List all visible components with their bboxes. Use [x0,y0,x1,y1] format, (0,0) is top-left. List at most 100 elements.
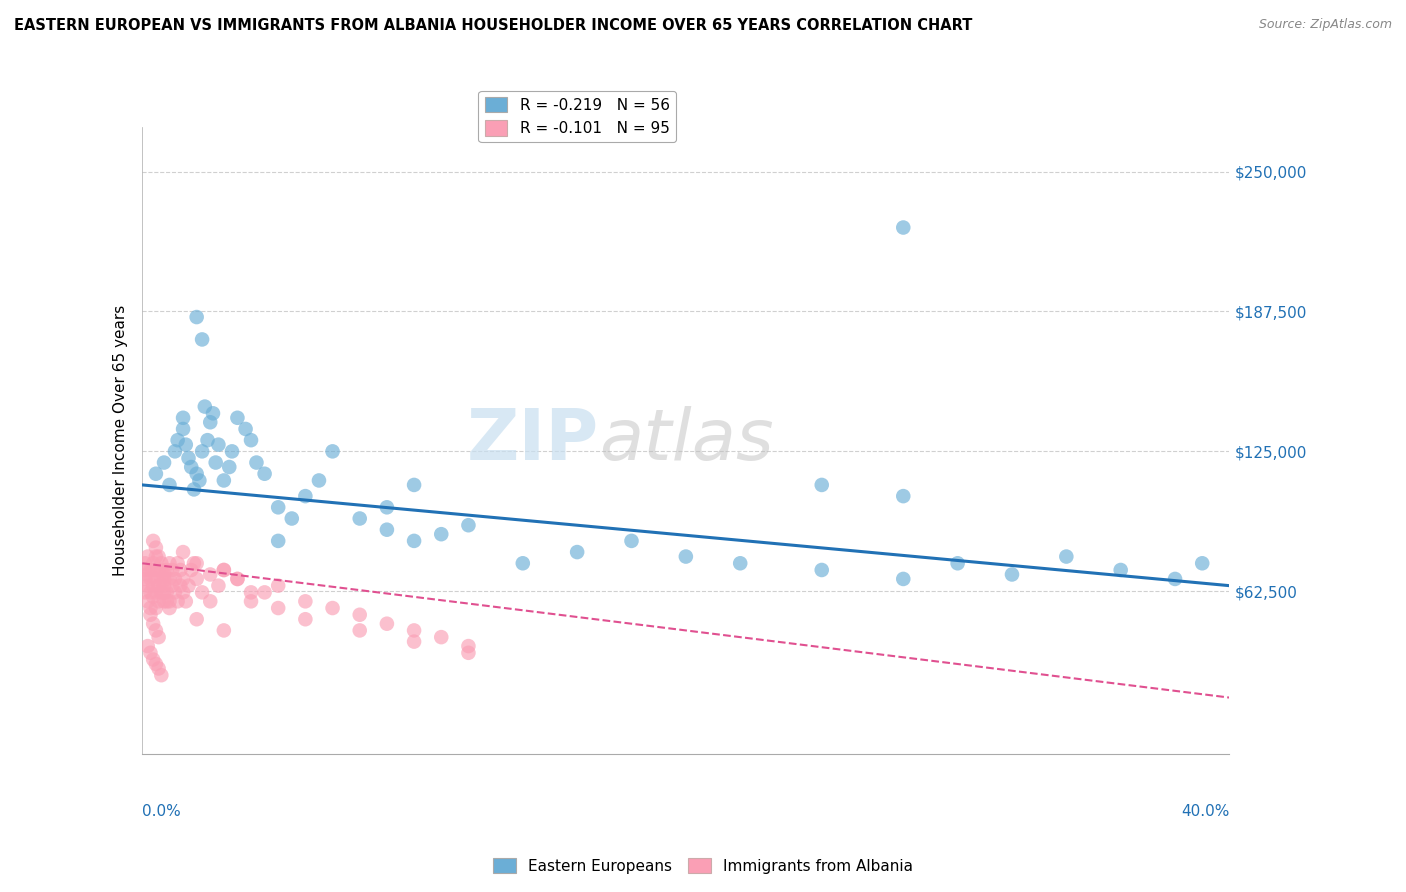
Point [375,523,398,537]
Point [226,572,249,586]
Point [153,572,176,586]
Point [166,556,188,570]
Point [1109,563,1132,577]
Point [620,533,643,548]
Point [172,410,194,425]
Point [191,333,214,347]
Point [139,572,162,586]
Point [134,556,156,570]
Point [159,572,181,586]
Point [267,533,290,548]
Point [177,579,200,593]
Point [1164,572,1187,586]
Point [294,594,316,608]
Point [226,410,249,425]
Point [156,594,179,608]
Point [810,478,832,492]
Point [322,444,344,458]
Point [201,406,224,420]
Point [145,601,167,615]
Point [136,567,159,582]
Point [142,590,165,604]
Point [150,556,173,570]
Text: Source: ZipAtlas.com: Source: ZipAtlas.com [1258,18,1392,31]
Point [294,489,316,503]
Point [212,474,235,488]
Point [810,563,832,577]
Point [946,556,969,570]
Point [186,310,208,324]
Point [197,433,219,447]
Point [148,661,170,675]
Legend: R = -0.219   N = 56, R = -0.101   N = 95: R = -0.219 N = 56, R = -0.101 N = 95 [478,91,676,143]
Point [226,572,249,586]
Point [1001,567,1024,582]
Point [349,511,371,525]
Point [136,549,159,564]
Point [191,444,214,458]
Point [150,668,173,682]
Point [153,594,176,608]
Point [207,437,229,451]
Point [139,607,162,622]
Point [200,415,222,429]
Point [160,563,183,577]
Point [308,474,330,488]
Point [145,467,167,481]
Point [148,579,170,593]
Text: ZIP: ZIP [467,406,599,475]
Point [139,563,162,577]
Point [145,541,167,555]
Point [207,579,229,593]
Point [172,572,194,586]
Text: EASTERN EUROPEAN VS IMMIGRANTS FROM ALBANIA HOUSEHOLDER INCOME OVER 65 YEARS COR: EASTERN EUROPEAN VS IMMIGRANTS FROM ALBA… [14,18,973,33]
Point [512,556,534,570]
Point [163,585,186,599]
Point [139,601,162,615]
Y-axis label: Householder Income Over 65 years: Householder Income Over 65 years [114,304,128,576]
Point [150,585,173,599]
Point [430,527,453,541]
Point [150,572,173,586]
Point [148,549,170,564]
Point [194,400,217,414]
Point [891,572,914,586]
Point [186,467,208,481]
Point [200,594,222,608]
Point [148,630,170,644]
Text: 0.0%: 0.0% [142,804,181,819]
Point [183,483,205,497]
Point [212,624,235,638]
Point [430,630,453,644]
Point [180,563,202,577]
Point [404,533,426,548]
Point [150,563,173,577]
Point [267,601,290,615]
Point [191,585,214,599]
Point [322,601,344,615]
Point [1054,549,1077,564]
Point [159,594,181,608]
Point [267,500,290,515]
Point [134,572,156,586]
Point [142,556,165,570]
Point [159,556,181,570]
Point [139,646,162,660]
Point [148,563,170,577]
Point [153,579,176,593]
Point [166,433,188,447]
Point [134,563,156,577]
Point [177,451,200,466]
Point [142,652,165,666]
Point [221,444,243,458]
Point [153,456,176,470]
Point [134,585,156,599]
Point [188,474,211,488]
Point [186,572,208,586]
Point [404,624,426,638]
Point [169,579,191,593]
Point [142,533,165,548]
Point [281,511,304,525]
Point [186,612,208,626]
Point [163,444,186,458]
